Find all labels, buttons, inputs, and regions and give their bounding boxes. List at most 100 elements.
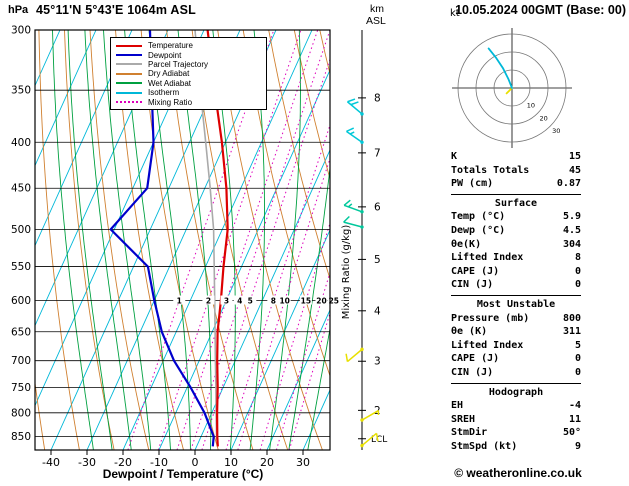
wind-barb — [343, 199, 364, 214]
km-tick-label: 4 — [374, 305, 381, 317]
index-row: CAPE (J) 0 — [451, 265, 581, 279]
legend-label: Dry Adiabat — [148, 69, 190, 79]
index-label: CAPE (J) — [451, 353, 500, 365]
copyright-label: © weatheronline.co.uk — [454, 466, 582, 480]
x-tick-label: 30 — [296, 456, 310, 469]
wind-barb-staff — [343, 221, 363, 228]
mixing-ratio-label-bg — [278, 295, 291, 305]
indices-section-title: Hodograph — [488, 386, 544, 398]
legend-label: Wet Adiabat — [148, 78, 191, 88]
index-row: CAPE (J) 0 — [451, 352, 581, 366]
index-value: 45 — [568, 164, 581, 176]
mixing-ratio-label: 15 — [301, 297, 311, 306]
x-tick-label: -30 — [78, 456, 96, 469]
wind-barb-full-tick — [375, 433, 379, 442]
hodograph-ring — [475, 51, 549, 125]
lcl-label: LCL — [371, 435, 387, 445]
isotherm-line — [122, 30, 313, 450]
mixing-ratio-label-bg — [233, 295, 246, 305]
mixing-ratio-label: 10 — [279, 297, 289, 306]
mixing-ratio-line — [259, 221, 330, 450]
index-value: 0 — [574, 353, 581, 365]
legend-swatch — [116, 72, 142, 75]
pressure-tick-label: 300 — [11, 25, 31, 37]
dewpoint-curve — [109, 30, 215, 447]
mixing-ratio-label-bg — [327, 295, 340, 305]
pressure-tick-label: 350 — [11, 85, 31, 97]
index-value: 15 — [568, 151, 581, 162]
dry-adiabat-line — [64, 30, 115, 450]
legend-item: Temperature — [116, 41, 262, 50]
wind-barb-staff — [346, 101, 363, 115]
index-value: 304 — [562, 238, 581, 250]
index-value: 9 — [574, 440, 581, 452]
index-value: 5.9 — [562, 211, 581, 223]
index-label: CIN (J) — [451, 279, 494, 291]
index-value: 11 — [568, 413, 581, 425]
legend-swatch — [116, 44, 142, 47]
km-tick-label: 3 — [374, 356, 381, 368]
index-row: CIN (J) 0 — [451, 278, 581, 292]
datetime-label: 10.05.2024 00GMT (Base: 00) — [455, 3, 626, 17]
index-label: Temp (°C) — [451, 211, 506, 223]
index-label: K — [451, 151, 458, 162]
pressure-tick-label: 750 — [11, 382, 31, 394]
indices-section: Surface Temp (°C) 5.9 Dewp (°C) 4.5 θe(K) 304 L… — [451, 193, 581, 292]
wind-barb-staff — [361, 432, 378, 447]
index-label: CAPE (J) — [451, 265, 500, 277]
legend-label: Isotherm — [148, 88, 180, 98]
indices-section: Most Unstable Pressure (mb) 800 θe (K) 311 Li… — [451, 294, 581, 380]
legend-label: Dewpoint — [148, 50, 182, 60]
dry-adiabat-line — [38, 30, 80, 450]
index-label: StmSpd (kt) — [451, 440, 518, 452]
mixing-ratio-label: 8 — [271, 297, 276, 306]
indices-section-title: Surface — [494, 197, 538, 209]
legend-item: Parcel Trajectory — [116, 60, 262, 69]
index-value: 4.5 — [562, 224, 581, 236]
hodograph-unit-label: kt — [450, 8, 460, 19]
dry-adiabat-line — [268, 30, 330, 281]
x-tick-label: 20 — [260, 456, 274, 469]
index-row: StmSpd (kt) 9 — [451, 440, 581, 454]
mixing-ratio-label: 1 — [177, 297, 182, 306]
wind-barb-full-tick — [347, 98, 356, 103]
mixing-ratio-label-bg — [220, 295, 233, 305]
index-value: 0 — [574, 366, 581, 378]
mixing-ratio-line — [127, 30, 275, 450]
altitude-axis-unit-km: km — [370, 3, 384, 15]
index-value: 800 — [562, 312, 581, 324]
mixing-ratio-label-bg — [267, 295, 280, 305]
isotherm-line — [158, 68, 330, 450]
legend-item: Dewpoint — [116, 50, 262, 60]
wind-barb-full-tick — [350, 101, 359, 106]
legend-label: Parcel Trajectory — [148, 59, 209, 69]
index-row: Totals Totals 45 — [451, 164, 581, 178]
mixing-ratio-label-bg — [173, 295, 186, 305]
km-tick-label: 5 — [374, 254, 381, 266]
mixing-ratio-label: 25 — [329, 297, 339, 306]
pressure-tick-label: 600 — [11, 295, 31, 307]
mixing-ratio-label: 5 — [248, 297, 253, 306]
pressure-tick-label: 800 — [11, 407, 31, 419]
hodograph: 10 20 30 kt — [450, 8, 572, 148]
wet-adiabat-line — [52, 30, 94, 450]
legend-swatch — [116, 91, 142, 94]
hodograph-ring-label: 30 — [552, 127, 560, 135]
wind-barb — [360, 409, 380, 422]
wet-adiabat-line — [307, 326, 330, 450]
index-label: Lifted Index — [451, 339, 524, 351]
wind-barb — [346, 127, 364, 144]
mixing-ratio-label: 20 — [316, 297, 326, 306]
mixing-ratio-axis-label: Mixing Ratio (g/kg) — [341, 225, 352, 320]
mixing-ratio-label-bg — [244, 295, 257, 305]
pressure-tick-label: 500 — [11, 224, 31, 236]
legend-item: Mixing Ratio — [116, 97, 262, 107]
pressure-tick-label: 850 — [11, 431, 31, 443]
index-label: θe (K) — [451, 326, 488, 338]
mixing-ratio-line — [275, 270, 330, 450]
indices-section: Hodograph EH -4 SREH 11 StmDir 50° StmSpd (kt) 9 — [451, 382, 581, 454]
mixing-ratio-label-bg — [315, 295, 328, 305]
index-row: SREH 11 — [451, 413, 581, 427]
index-label: CIN (J) — [451, 366, 494, 378]
